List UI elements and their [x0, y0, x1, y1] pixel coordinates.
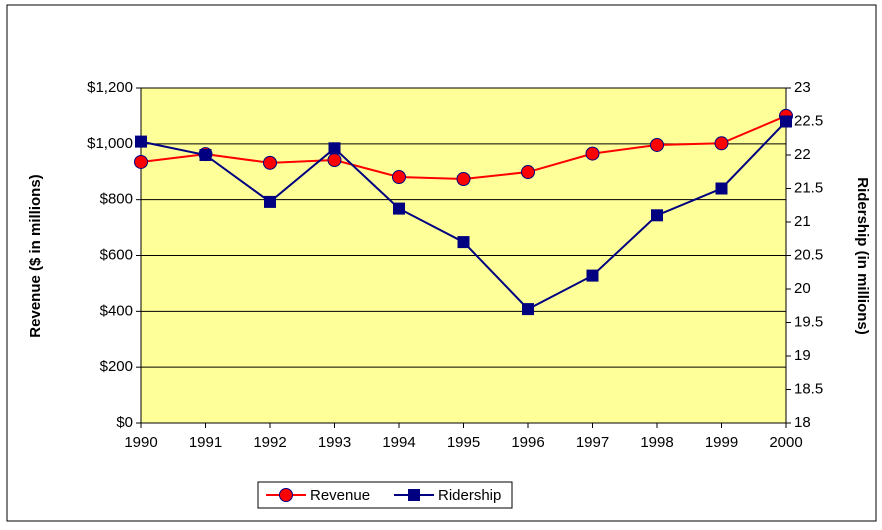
y2-tick-label: 19 [794, 347, 811, 364]
y2-tick-label: 20 [794, 280, 811, 297]
data-point [199, 149, 212, 161]
data-point [714, 136, 729, 151]
y2-tick-label: 23 [794, 79, 811, 96]
data-point [521, 165, 535, 180]
y-tick-label: $600 [100, 246, 133, 263]
y2-tick-label: 18 [794, 414, 811, 431]
x-tick-label: 1990 [124, 434, 157, 451]
y2-tick-label: 22.5 [794, 112, 823, 129]
x-tick-label: 1995 [447, 434, 480, 451]
data-point [392, 170, 406, 185]
x-tick-label: 1996 [511, 434, 544, 451]
y-axis-label: Revenue ($ in millions) [27, 174, 44, 337]
y-tick-label: $0 [116, 414, 133, 431]
x-tick-label: 1994 [382, 434, 415, 451]
legend-marker [279, 488, 293, 502]
data-point [327, 153, 342, 168]
data-point [328, 142, 341, 155]
data-point [586, 269, 599, 282]
x-tick-label: 1997 [576, 434, 609, 451]
data-point [135, 135, 147, 148]
data-point [264, 195, 276, 208]
data-point [522, 303, 534, 316]
data-point [651, 209, 663, 222]
legend-label: Revenue [310, 487, 370, 504]
legend-marker [408, 489, 420, 501]
y2-tick-label: 20.5 [794, 246, 823, 263]
y2-axis-label: Ridership (in millions) [854, 177, 871, 335]
data-point [456, 172, 471, 187]
data-point [457, 236, 470, 249]
y2-tick-label: 21 [794, 213, 811, 230]
y-tick-label: $1,000 [87, 135, 133, 152]
x-tick-label: 1998 [640, 434, 673, 451]
y-tick-label: $1,200 [87, 79, 133, 96]
y-tick-label: $800 [100, 191, 133, 208]
x-tick-label: 2000 [769, 434, 802, 451]
data-point [263, 155, 277, 170]
data-point [715, 182, 728, 195]
x-tick-label: 1993 [318, 434, 351, 451]
data-point [650, 137, 664, 152]
x-tick-label: 1999 [705, 434, 738, 451]
y-tick-label: $200 [100, 358, 133, 375]
y2-tick-label: 21.5 [794, 179, 823, 196]
data-point [585, 146, 600, 161]
y2-tick-label: 18.5 [794, 380, 823, 397]
data-point [780, 115, 792, 128]
y2-tick-label: 19.5 [794, 313, 823, 330]
x-tick-label: 1991 [189, 434, 222, 451]
y-tick-label: $400 [100, 302, 133, 319]
x-tick-label: 1992 [253, 434, 286, 451]
data-point [134, 154, 148, 169]
legend-label: Ridership [438, 487, 501, 504]
y2-tick-label: 22 [794, 146, 811, 163]
data-point [393, 202, 405, 215]
